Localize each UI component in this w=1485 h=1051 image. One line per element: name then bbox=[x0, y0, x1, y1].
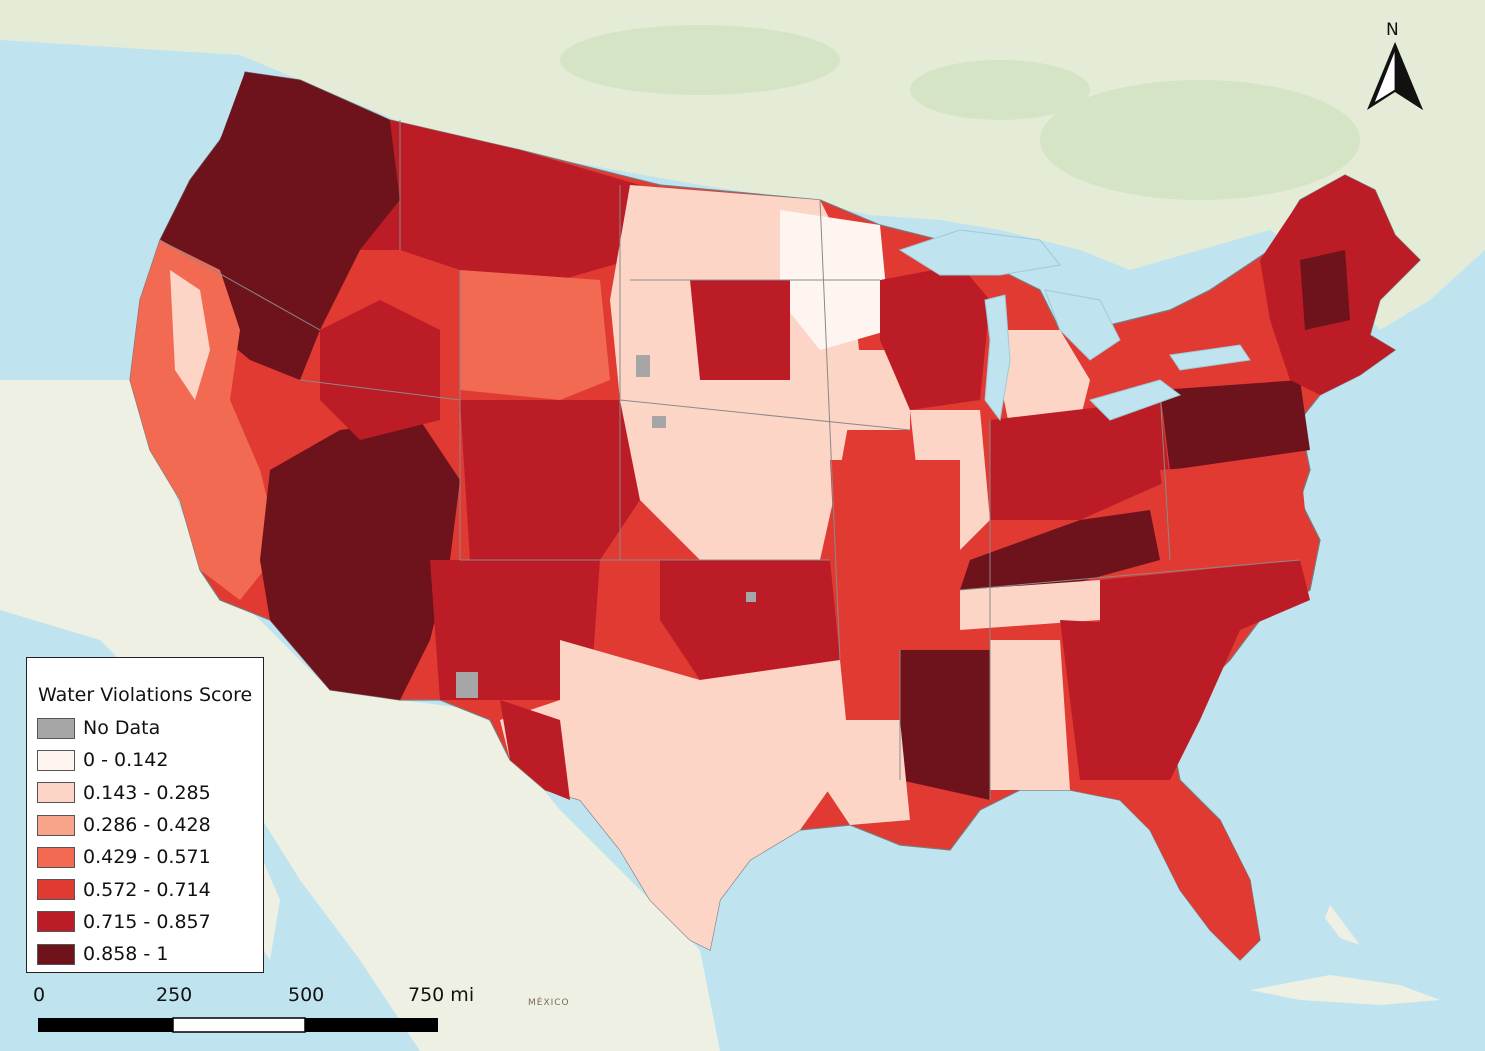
lake-superior bbox=[898, 229, 1061, 276]
region-new-hampshire bbox=[1300, 250, 1350, 330]
legend-label: 0.572 - 0.714 bbox=[83, 878, 211, 901]
canada-landmass bbox=[0, 0, 1485, 330]
legend-item: 0.429 - 0.571 bbox=[37, 841, 263, 873]
no-data-patch bbox=[456, 672, 478, 698]
region-georgia-sc bbox=[1060, 620, 1240, 780]
legend-item: 0 - 0.142 bbox=[37, 744, 263, 776]
region-texas bbox=[500, 640, 850, 950]
legend-swatch bbox=[37, 782, 75, 804]
region-missouri-arkansas bbox=[830, 460, 960, 660]
cuba-island bbox=[1250, 975, 1440, 1005]
region-north-carolina bbox=[1100, 560, 1310, 630]
legend-label: 0.286 - 0.428 bbox=[83, 814, 211, 837]
region-texas-west bbox=[500, 700, 570, 800]
region-tennessee bbox=[960, 580, 1100, 630]
us-counties[interactable] bbox=[129, 71, 1421, 961]
mexico-landmass bbox=[0, 380, 720, 1051]
legend-label: 0.429 - 0.571 bbox=[83, 846, 211, 869]
legend-swatch bbox=[37, 846, 75, 868]
legend-items: No Data 0 - 0.142 0.143 - 0.285 0.286 - 0.4… bbox=[37, 712, 263, 970]
legend-label: 0.715 - 0.857 bbox=[83, 910, 211, 933]
no-data-patch bbox=[636, 355, 650, 377]
no-data-patch bbox=[746, 592, 756, 602]
region-south-dakota-red bbox=[690, 280, 790, 380]
legend-item: 0.858 - 1 bbox=[37, 938, 263, 970]
lake-michigan bbox=[984, 294, 1011, 422]
region-michigan bbox=[1000, 330, 1090, 430]
region-wisconsin bbox=[880, 265, 990, 410]
legend-item: 0.572 - 0.714 bbox=[37, 873, 263, 905]
legend-label: 0.858 - 1 bbox=[83, 943, 169, 966]
legend-title: Water Violations Score bbox=[38, 684, 253, 706]
region-mountain-north bbox=[360, 120, 640, 280]
region-new-mexico bbox=[430, 560, 600, 700]
region-california-coast bbox=[130, 240, 280, 600]
region-nevada bbox=[320, 300, 440, 440]
legend-label: 0 - 0.142 bbox=[83, 749, 169, 772]
region-louisiana bbox=[820, 720, 910, 825]
legend-swatch bbox=[37, 911, 75, 933]
region-california-inner bbox=[170, 270, 210, 400]
region-colorado bbox=[460, 400, 640, 560]
legend-item: 0.715 - 0.857 bbox=[37, 906, 263, 938]
legend-item: No Data bbox=[37, 712, 263, 744]
lake-ontario bbox=[1169, 344, 1251, 371]
lake-huron bbox=[1044, 289, 1121, 361]
scale-tick-label: 0 bbox=[33, 984, 46, 1006]
region-ohio-valley bbox=[990, 400, 1170, 520]
region-florida bbox=[1070, 780, 1260, 960]
legend-swatch bbox=[37, 879, 75, 901]
map-legend: Water Violations Score No Data 0 - 0.142 0… bbox=[26, 657, 264, 973]
scale-bar bbox=[38, 1017, 438, 1033]
region-virginia bbox=[1160, 460, 1310, 560]
legend-swatch bbox=[37, 814, 75, 836]
legend-item: 0.143 - 0.285 bbox=[37, 777, 263, 809]
region-oklahoma bbox=[660, 560, 840, 680]
bahamas-islands bbox=[1325, 905, 1360, 945]
region-alabama bbox=[990, 640, 1070, 790]
scale-tick-label: 750 mi bbox=[408, 984, 475, 1006]
lake-erie bbox=[1089, 379, 1182, 421]
scale-tick-label: 500 bbox=[288, 984, 325, 1006]
legend-label: 0.143 - 0.285 bbox=[83, 781, 211, 804]
legend-swatch bbox=[37, 943, 75, 965]
region-kentucky bbox=[960, 510, 1160, 590]
region-mississippi bbox=[900, 650, 990, 800]
legend-label: No Data bbox=[83, 717, 161, 740]
north-label: N bbox=[1386, 20, 1399, 40]
region-southwest bbox=[260, 420, 460, 700]
legend-item: 0.286 - 0.428 bbox=[37, 809, 263, 841]
region-wyoming bbox=[460, 270, 610, 400]
no-data-patch bbox=[652, 416, 666, 428]
scale-tick-label: 250 bbox=[156, 984, 193, 1006]
region-pennsylvania bbox=[1160, 380, 1310, 470]
place-label-mexico: MÉXICO bbox=[528, 998, 570, 1008]
great-lakes bbox=[898, 229, 1251, 422]
legend-swatch bbox=[37, 749, 75, 771]
north-arrow-icon bbox=[1367, 42, 1423, 110]
legend-swatch bbox=[37, 717, 75, 739]
